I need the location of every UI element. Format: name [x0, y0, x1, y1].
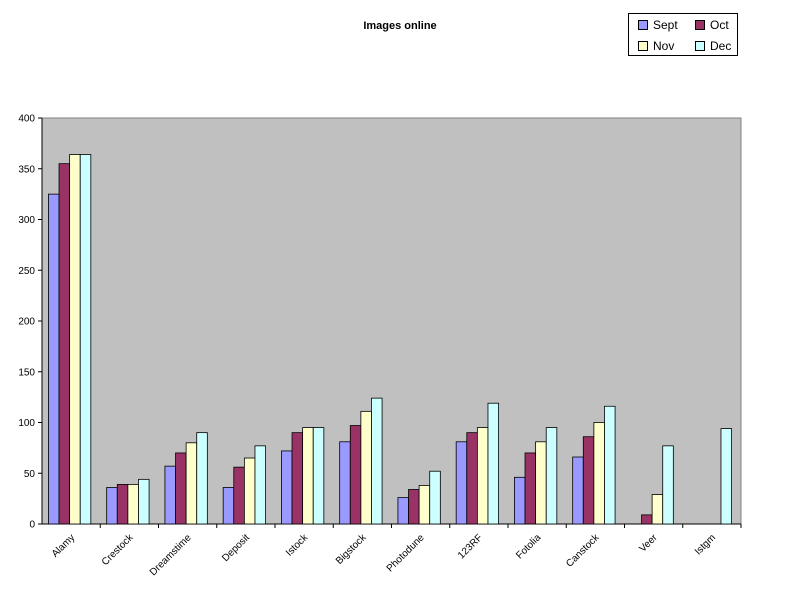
bar-sept-alamy [48, 193, 60, 525]
x-tick-label: Canstock [564, 532, 602, 570]
bar-oct-photodune [408, 489, 420, 525]
x-tick-label: Crestock [100, 532, 136, 568]
plot-area [41, 117, 742, 525]
y-tick-label: 200 [18, 317, 35, 328]
y-tick-label: 400 [18, 114, 35, 125]
bar-sept-canstock [572, 456, 584, 525]
legend-item-nov: Nov [638, 39, 674, 53]
legend-label: Dec [710, 39, 732, 53]
bar-nov-fotolia [535, 441, 547, 525]
bar-dec-istgm [720, 428, 732, 525]
legend: Sept Oct Nov Dec [628, 13, 738, 56]
chart-title: Images online [363, 20, 437, 32]
x-tick-label: Veer [637, 532, 660, 555]
bar-nov-photodune [418, 485, 431, 525]
bar-oct-alamy [58, 163, 71, 525]
bar-nov-crestock [127, 484, 139, 525]
x-tick-label: 123RF [456, 532, 485, 561]
bar-oct-fotolia [524, 452, 537, 525]
y-tick-label: 50 [24, 469, 36, 480]
bar-nov-bigstock [360, 410, 372, 525]
bar-dec-alamy [79, 154, 92, 525]
bar-sept-deposit [222, 487, 235, 525]
bar-dec-photodune [429, 470, 441, 525]
bar-oct-canstock [582, 436, 595, 525]
bar-dec-123rf [487, 402, 499, 525]
bar-sept-123rf [455, 441, 468, 525]
bar-dec-dreamstime [196, 432, 208, 525]
bar-sept-fotolia [514, 476, 526, 525]
legend-label: Nov [653, 39, 675, 53]
bar-nov-istock [302, 427, 314, 525]
y-tick-label: 300 [18, 215, 35, 226]
bar-dec-bigstock [371, 397, 383, 525]
legend-label: Sept [653, 18, 678, 32]
legend-label: Oct [710, 18, 729, 32]
x-tick-label: Deposit [220, 532, 252, 564]
bar-oct-istock [291, 432, 304, 525]
bar-nov-deposit [243, 457, 256, 525]
bar-sept-photodune [397, 497, 409, 525]
y-tick-label: 350 [18, 164, 35, 175]
bar-nov-veer [651, 494, 664, 525]
bar-nov-canstock [593, 422, 605, 525]
bar-nov-123rf [476, 427, 489, 525]
bar-sept-istock [281, 450, 293, 525]
bar-dec-istock [312, 427, 325, 525]
y-tick-label: 250 [18, 266, 35, 277]
legend-item-dec: Dec [695, 39, 731, 53]
bar-sept-crestock [106, 487, 118, 525]
y-tick-label: 150 [18, 367, 35, 378]
x-tick-label: Fotolia [514, 532, 543, 561]
bar-dec-canstock [604, 405, 616, 525]
bar-oct-dreamstime [175, 452, 187, 525]
bar-sept-dreamstime [164, 465, 176, 525]
bar-sept-bigstock [339, 441, 351, 525]
bar-nov-dreamstime [185, 442, 198, 525]
legend-swatch [638, 20, 648, 30]
legend-item-oct: Oct [695, 18, 729, 32]
y-tick-label: 100 [18, 418, 35, 429]
y-tick-label: 0 [29, 520, 35, 531]
x-tick-label: Photodune [385, 532, 427, 574]
x-tick-label: Istock [284, 532, 311, 559]
bar-dec-crestock [138, 478, 150, 525]
legend-swatch [695, 20, 705, 30]
legend-item-sept: Sept [638, 18, 678, 32]
bar-oct-123rf [466, 432, 478, 525]
bar-oct-bigstock [349, 425, 362, 525]
legend-swatch [638, 41, 648, 51]
bar-oct-deposit [233, 466, 245, 525]
bar-oct-veer [641, 514, 653, 525]
bar-dec-fotolia [545, 427, 558, 525]
bar-dec-deposit [254, 445, 266, 525]
bar-nov-alamy [69, 154, 81, 525]
bar-oct-crestock [116, 484, 129, 525]
bar-dec-veer [662, 445, 674, 525]
x-tick-label: Alamy [50, 532, 77, 559]
x-tick-label: Bigstock [334, 532, 369, 567]
x-tick-label: Istgm [693, 532, 718, 557]
legend-swatch [695, 41, 705, 51]
x-tick-label: Dreamstime [148, 532, 194, 578]
